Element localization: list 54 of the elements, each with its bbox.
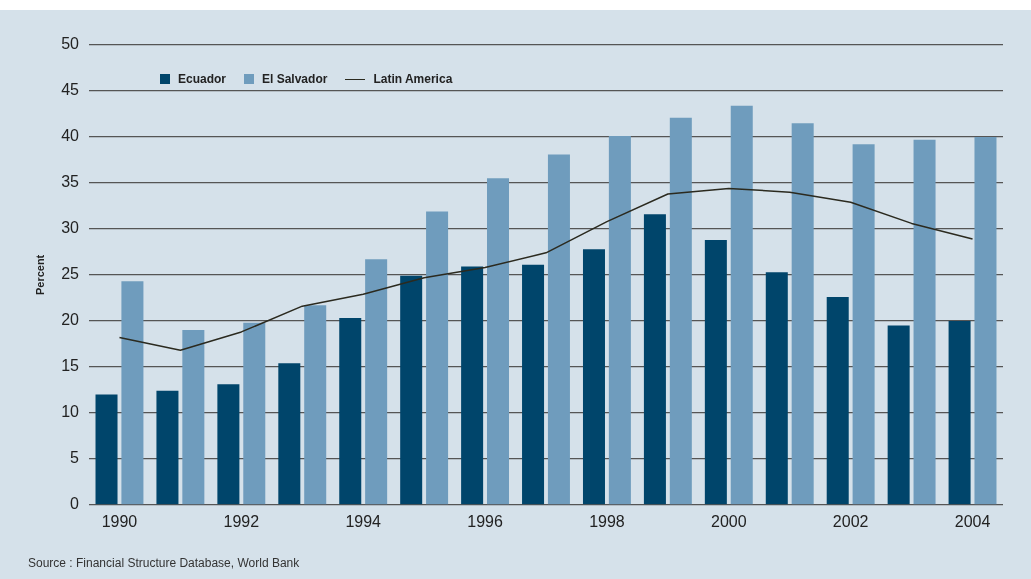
bar bbox=[365, 259, 388, 505]
bar bbox=[826, 296, 849, 505]
bar bbox=[522, 264, 545, 505]
bar bbox=[852, 144, 875, 505]
y-tick-label: 35 bbox=[61, 173, 80, 191]
bar bbox=[669, 117, 692, 505]
legend-label: Latin America bbox=[372, 72, 453, 86]
y-tick-label: 10 bbox=[61, 403, 80, 421]
bar bbox=[95, 394, 118, 505]
bar bbox=[948, 320, 971, 505]
y-tick-label: 30 bbox=[61, 219, 80, 237]
bar bbox=[974, 136, 997, 505]
y-axis-title: Percent bbox=[33, 254, 46, 296]
bar bbox=[121, 281, 144, 505]
source-note: Source : Financial Structure Database, World Bank bbox=[28, 556, 300, 570]
bar bbox=[887, 325, 910, 505]
bar bbox=[156, 390, 179, 505]
y-tick-label: 25 bbox=[61, 265, 80, 283]
bar bbox=[547, 154, 570, 505]
bar bbox=[182, 330, 205, 505]
y-tick-label: 45 bbox=[61, 81, 80, 99]
x-tick-label: 1994 bbox=[345, 512, 382, 530]
y-tick-label: 15 bbox=[61, 357, 80, 375]
bar bbox=[217, 384, 240, 505]
bar bbox=[582, 249, 605, 505]
y-tick-label: 40 bbox=[61, 127, 80, 145]
x-tick-label: 1990 bbox=[101, 512, 138, 530]
x-tick-label: 1996 bbox=[467, 512, 503, 530]
y-tick-label: 5 bbox=[70, 449, 80, 467]
x-tick-label: 1998 bbox=[589, 512, 625, 530]
bar bbox=[643, 214, 666, 505]
bar bbox=[278, 363, 301, 505]
legend-label: Ecuador bbox=[177, 72, 227, 86]
bar bbox=[913, 139, 936, 505]
bar bbox=[608, 136, 631, 505]
bar bbox=[339, 318, 362, 505]
bar bbox=[304, 305, 327, 505]
bar bbox=[791, 123, 814, 505]
bar bbox=[487, 178, 510, 505]
x-tick-label: 1992 bbox=[223, 512, 260, 530]
x-tick-label: 2002 bbox=[832, 512, 869, 530]
bar bbox=[730, 105, 753, 505]
legend-label: El Salvador bbox=[261, 72, 328, 86]
y-tick-label: 20 bbox=[61, 311, 80, 329]
bar bbox=[400, 275, 423, 505]
bar bbox=[426, 211, 449, 505]
y-tick-label: 50 bbox=[61, 35, 80, 53]
x-tick-label: 2004 bbox=[954, 512, 991, 530]
bar bbox=[243, 322, 266, 505]
bar bbox=[765, 272, 788, 505]
bar bbox=[704, 239, 727, 505]
y-tick-label: 0 bbox=[70, 495, 80, 513]
x-tick-label: 2000 bbox=[711, 512, 747, 530]
bar bbox=[461, 266, 484, 505]
